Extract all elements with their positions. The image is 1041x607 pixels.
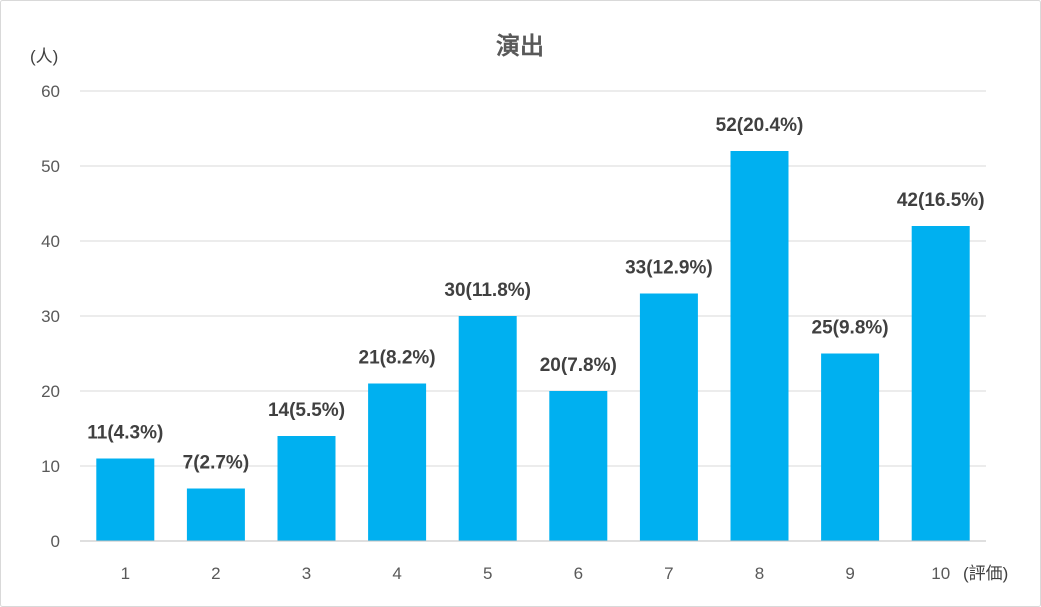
bars	[96, 151, 970, 541]
x-tick-label: 9	[845, 564, 854, 583]
y-tick-label: 40	[41, 232, 60, 251]
y-axis-unit-label: (人)	[30, 47, 58, 66]
data-labels: 11(4.3%) 7(2.7%) 14(5.5%) 21(8.2%) 30(11.8%)…	[87, 115, 984, 474]
gridlines	[80, 90, 986, 467]
y-axis-ticks: 0 10 20 30 40 50 60	[41, 82, 60, 551]
y-tick-label: 0	[51, 532, 60, 551]
y-tick-label: 20	[41, 382, 60, 401]
y-tick-label: 30	[41, 307, 60, 326]
data-label: 52(20.4%)	[716, 115, 804, 136]
bar	[911, 226, 970, 541]
data-label: 21(8.2%)	[359, 348, 436, 369]
x-tick-label: 3	[302, 564, 311, 583]
bar	[458, 316, 517, 541]
bar	[368, 383, 427, 541]
data-label: 30(11.8%)	[444, 280, 531, 301]
bar	[730, 151, 789, 541]
data-label: 11(4.3%)	[87, 423, 163, 444]
y-tick-label: 60	[41, 82, 60, 101]
chart-title: 演出	[496, 32, 544, 60]
x-axis-unit-label: (評価)	[963, 564, 1008, 583]
data-label: 25(9.8%)	[812, 318, 889, 339]
data-label: 42(16.5%)	[897, 190, 985, 211]
bar	[186, 488, 245, 541]
x-tick-label: 1	[121, 564, 130, 583]
x-tick-label: 8	[755, 564, 764, 583]
x-axis-ticks: 1 2 3 4 5 6 7 8 9 10	[121, 564, 951, 583]
x-tick-label: 4	[392, 564, 401, 583]
x-tick-label: 5	[483, 564, 492, 583]
x-tick-label: 7	[664, 564, 673, 583]
x-tick-label: 6	[574, 564, 583, 583]
bar	[821, 353, 880, 541]
bar	[277, 436, 336, 541]
data-label: 7(2.7%)	[183, 453, 250, 474]
bar	[96, 458, 155, 541]
data-label: 33(12.9%)	[625, 258, 713, 279]
y-tick-label: 50	[41, 157, 60, 176]
x-tick-label: 10	[931, 564, 950, 583]
x-tick-label: 2	[211, 564, 220, 583]
data-label: 14(5.5%)	[268, 400, 345, 421]
y-tick-label: 10	[41, 457, 60, 476]
bar	[639, 293, 698, 541]
bar	[549, 391, 608, 541]
data-label: 20(7.8%)	[540, 355, 617, 376]
